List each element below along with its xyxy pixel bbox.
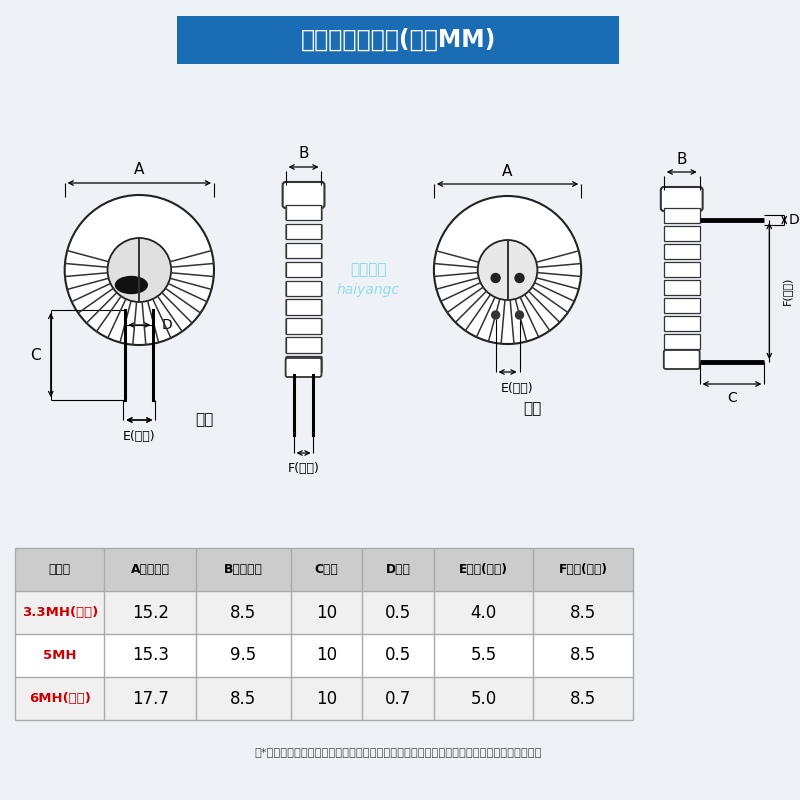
Text: C: C — [30, 347, 41, 362]
Bar — [286, 318, 322, 334]
Text: C脚长: C脚长 — [314, 563, 338, 576]
Bar — [15, 634, 633, 677]
Bar — [15, 677, 633, 720]
Text: 8.5: 8.5 — [570, 646, 596, 665]
Bar — [286, 281, 322, 296]
Text: 电感量: 电感量 — [49, 563, 70, 576]
Bar — [286, 242, 322, 258]
Text: 15.2: 15.2 — [132, 603, 169, 622]
Text: 8.5: 8.5 — [570, 603, 596, 622]
Text: 0.7: 0.7 — [385, 690, 411, 707]
Text: （*以上数据为手工测量，由于测量方式不同，略有误差，仅供参考，实际尺寸以实物为准！）: （*以上数据为手工测量，由于测量方式不同，略有误差，仅供参考，实际尺寸以实物为准… — [254, 747, 542, 757]
Circle shape — [434, 196, 582, 344]
Bar — [664, 280, 700, 294]
Bar — [664, 262, 700, 277]
Text: 9.5: 9.5 — [230, 646, 257, 665]
Bar — [664, 244, 700, 258]
Text: 5.5: 5.5 — [470, 646, 497, 665]
Text: 17.7: 17.7 — [132, 690, 169, 707]
Text: F(可调): F(可调) — [782, 277, 792, 305]
Ellipse shape — [115, 277, 147, 294]
Text: 10: 10 — [316, 646, 337, 665]
Text: E(可调): E(可调) — [123, 430, 156, 442]
Text: 8.5: 8.5 — [230, 603, 257, 622]
Bar — [664, 226, 700, 241]
Text: 5.0: 5.0 — [470, 690, 497, 707]
Text: 产品尺寸结构图(单位MM): 产品尺寸结构图(单位MM) — [301, 28, 496, 52]
Text: D: D — [789, 213, 799, 227]
Text: D: D — [162, 318, 173, 332]
Text: 0.5: 0.5 — [385, 603, 411, 622]
Text: B: B — [298, 146, 309, 162]
Circle shape — [515, 274, 524, 282]
Text: A: A — [134, 162, 145, 178]
Text: 4.0: 4.0 — [470, 603, 497, 622]
Text: 卧式: 卧式 — [523, 402, 542, 417]
Text: C: C — [727, 391, 737, 405]
Bar — [664, 208, 700, 222]
Bar — [15, 548, 633, 591]
Circle shape — [107, 238, 171, 302]
Bar — [15, 591, 633, 634]
Text: 8.5: 8.5 — [230, 690, 257, 707]
Circle shape — [492, 311, 499, 319]
Text: 5MH: 5MH — [43, 649, 77, 662]
Text: 6MH(卧式): 6MH(卧式) — [29, 692, 90, 705]
Text: 0.5: 0.5 — [385, 646, 411, 665]
FancyBboxPatch shape — [282, 182, 325, 208]
Circle shape — [491, 274, 500, 282]
Circle shape — [478, 240, 538, 300]
Text: B: B — [677, 151, 687, 166]
Bar — [286, 224, 322, 239]
Text: 10: 10 — [316, 603, 337, 622]
Bar — [286, 262, 322, 277]
Bar — [177, 16, 619, 64]
Bar — [664, 316, 700, 330]
Text: A: A — [502, 163, 513, 178]
Circle shape — [515, 311, 523, 319]
Bar — [664, 334, 700, 349]
Text: 15.3: 15.3 — [132, 646, 169, 665]
Bar — [286, 338, 322, 353]
Text: E(可调): E(可调) — [502, 382, 534, 394]
Text: F(可调): F(可调) — [288, 462, 319, 475]
Text: haiyangc: haiyangc — [337, 283, 400, 297]
Text: E脚距(可调): E脚距(可调) — [459, 563, 508, 576]
Text: D线径: D线径 — [386, 563, 410, 576]
FancyBboxPatch shape — [661, 187, 702, 211]
Text: 8.5: 8.5 — [570, 690, 596, 707]
Bar — [286, 356, 322, 371]
Text: A成品直径: A成品直径 — [130, 563, 170, 576]
FancyBboxPatch shape — [286, 358, 322, 377]
Bar — [286, 205, 322, 221]
Text: 海洋电子: 海洋电子 — [350, 262, 386, 278]
FancyBboxPatch shape — [664, 350, 700, 369]
Text: F脚距(可调): F脚距(可调) — [558, 563, 608, 576]
Text: 10: 10 — [316, 690, 337, 707]
Text: 立式: 立式 — [195, 413, 213, 427]
Text: 3.3MH(卧式): 3.3MH(卧式) — [22, 606, 98, 619]
Circle shape — [65, 195, 214, 345]
Text: B成品厚度: B成品厚度 — [224, 563, 262, 576]
Bar — [286, 299, 322, 315]
Bar — [664, 298, 700, 313]
